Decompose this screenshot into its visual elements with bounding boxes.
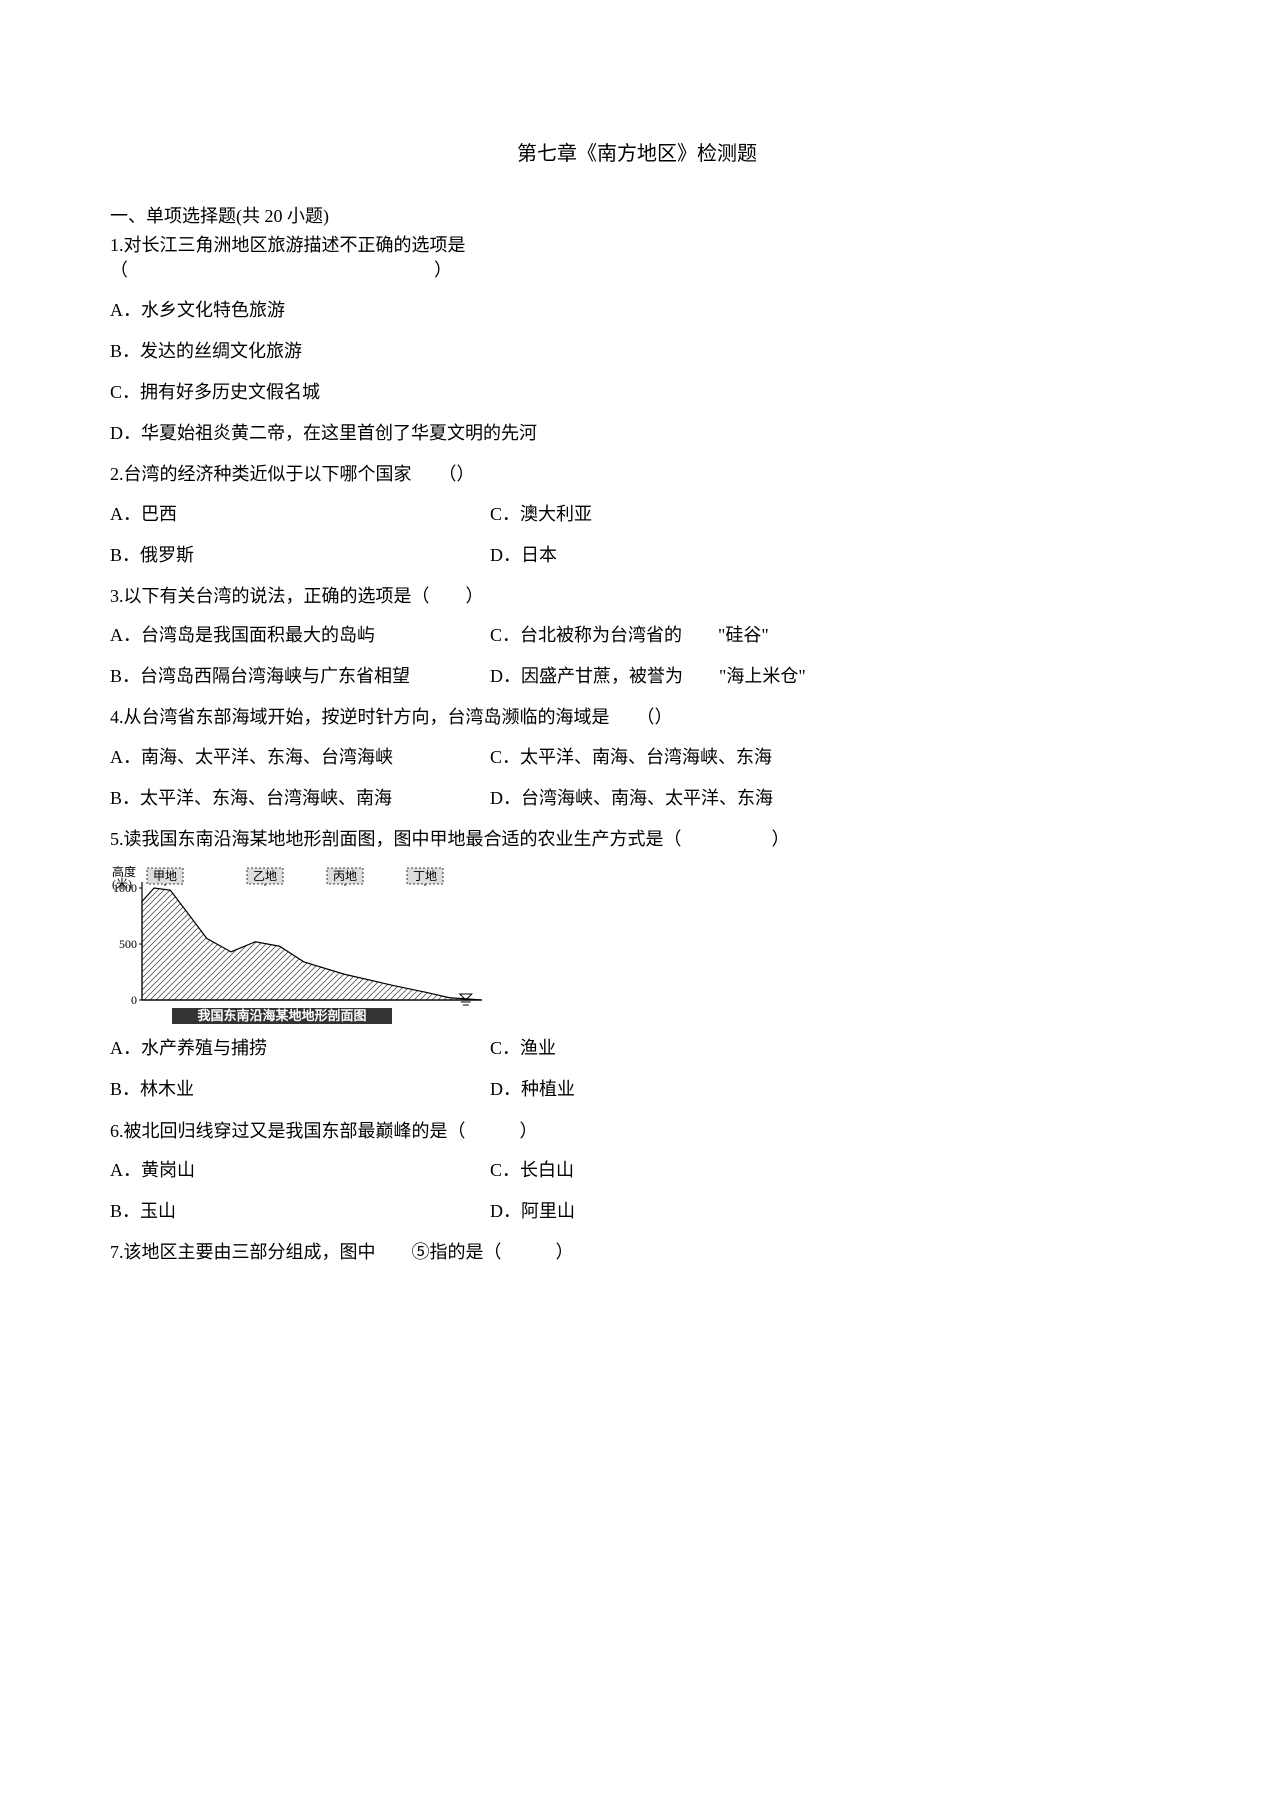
q7-stem: 7.该地区主要由三部分组成，图中 ⑤指的是（ ） bbox=[110, 1240, 1164, 1265]
q6-option-b: B．玉山 bbox=[110, 1199, 490, 1224]
q3-option-b: B．台湾岛西隔台湾海峡与广东省相望 bbox=[110, 664, 490, 689]
q6-option-a: A．黄岗山 bbox=[110, 1158, 490, 1183]
q1-option-d: D．华夏始祖炎黄二帝，在这里首创了华夏文明的先河 bbox=[110, 421, 1164, 446]
q2-stem: 2.台湾的经济种类近似于以下哪个国家 （） bbox=[110, 462, 1164, 487]
q1-stem: 1.对长江三角洲地区旅游描述不正确的选项是（ ） bbox=[110, 233, 590, 283]
question-3: 3.以下有关台湾的说法，正确的选项是（ ） A．台湾岛是我国面积最大的岛屿 C．… bbox=[110, 584, 1164, 690]
svg-text:(米): (米) bbox=[112, 877, 132, 891]
q5-option-c: C．渔业 bbox=[490, 1036, 1164, 1061]
q2-option-c: C．澳大利亚 bbox=[490, 502, 1164, 527]
q3-stem: 3.以下有关台湾的说法，正确的选项是（ ） bbox=[110, 584, 1164, 609]
question-4: 4.从台湾省东部海域开始，按逆时针方向，台湾岛濒临的海域是 （） A．南海、太平… bbox=[110, 705, 1164, 811]
question-7: 7.该地区主要由三部分组成，图中 ⑤指的是（ ） bbox=[110, 1240, 1164, 1265]
q3-option-c: C．台北被称为台湾省的 "硅谷" bbox=[490, 623, 1164, 648]
svg-text:我国东南沿海某地地形剖面图: 我国东南沿海某地地形剖面图 bbox=[197, 1008, 366, 1023]
section-header: 一、单项选择题(共 20 小题) bbox=[110, 204, 1164, 229]
q5-stem: 5.读我国东南沿海某地地形剖面图，图中甲地最合适的农业生产方式是（ ） bbox=[110, 827, 1164, 852]
q6-option-d: D．阿里山 bbox=[490, 1199, 1164, 1224]
q2-option-a: A．巴西 bbox=[110, 502, 490, 527]
svg-text:丁地: 丁地 bbox=[413, 869, 437, 883]
q4-option-a: A．南海、太平洋、东海、台湾海峡 bbox=[110, 745, 490, 770]
q4-option-b: B．太平洋、东海、台湾海峡、南海 bbox=[110, 786, 490, 811]
question-6: 6.被北回归线穿过又是我国东部最巅峰的是（ ） A．黄岗山 C．长白山 B．玉山… bbox=[110, 1119, 1164, 1225]
q1-option-a: A．水乡文化特色旅游 bbox=[110, 298, 1164, 323]
page-title: 第七章《南方地区》检测题 bbox=[110, 140, 1164, 168]
q2-option-b: B．俄罗斯 bbox=[110, 543, 490, 568]
q4-stem: 4.从台湾省东部海域开始，按逆时针方向，台湾岛濒临的海域是 （） bbox=[110, 705, 1164, 730]
q5-option-d: D．种植业 bbox=[490, 1077, 1164, 1102]
q5-option-b: B．林木业 bbox=[110, 1077, 490, 1102]
q3-option-a: A．台湾岛是我国面积最大的岛屿 bbox=[110, 623, 490, 648]
svg-text:甲地: 甲地 bbox=[153, 869, 177, 883]
svg-text:500: 500 bbox=[119, 937, 137, 951]
q6-option-c: C．长白山 bbox=[490, 1158, 1164, 1183]
q3-option-d: D．因盛产甘蔗，被誉为 "海上米仓" bbox=[490, 664, 1164, 689]
svg-text:乙地: 乙地 bbox=[253, 869, 277, 883]
q6-stem: 6.被北回归线穿过又是我国东部最巅峰的是（ ） bbox=[110, 1119, 1164, 1144]
svg-text:0: 0 bbox=[131, 993, 137, 1007]
svg-text:丙地: 丙地 bbox=[333, 869, 357, 883]
q5-option-a: A．水产养殖与捕捞 bbox=[110, 1036, 490, 1061]
q4-option-c: C．太平洋、南海、台湾海峡、东海 bbox=[490, 745, 1164, 770]
q5-chart: 05001000高度(米)甲地乙地丙地丁地我国东南沿海某地地形剖面图 bbox=[110, 866, 490, 1026]
q4-option-d: D．台湾海峡、南海、太平洋、东海 bbox=[490, 786, 1164, 811]
q2-option-d: D．日本 bbox=[490, 543, 1164, 568]
question-2: 2.台湾的经济种类近似于以下哪个国家 （） A．巴西 C．澳大利亚 B．俄罗斯 … bbox=[110, 462, 1164, 568]
q1-option-c: C．拥有好多历史文假名城 bbox=[110, 380, 1164, 405]
question-1: 1.对长江三角洲地区旅游描述不正确的选项是（ ） A．水乡文化特色旅游 B．发达… bbox=[110, 233, 1164, 446]
q1-option-b: B．发达的丝绸文化旅游 bbox=[110, 339, 1164, 364]
question-5: 5.读我国东南沿海某地地形剖面图，图中甲地最合适的农业生产方式是（ ） 0 500… bbox=[110, 827, 1164, 1103]
